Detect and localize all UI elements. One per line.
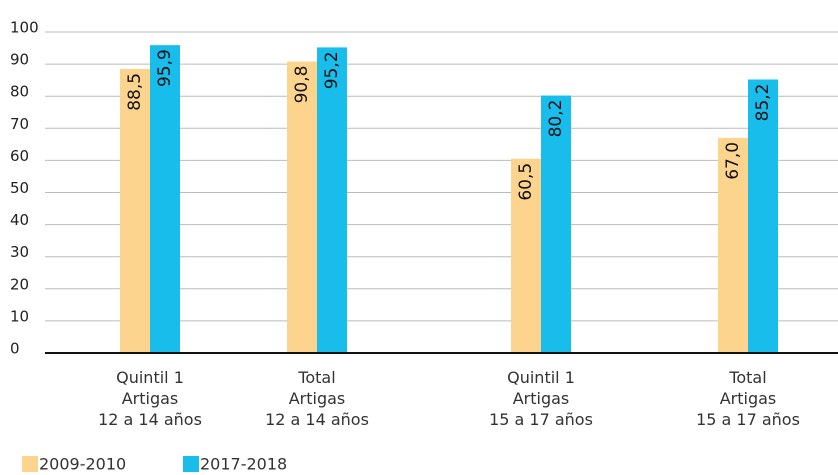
y-tick-label: 70 [10, 115, 29, 133]
value-label: 95,2 [322, 51, 342, 89]
bar [748, 79, 778, 354]
value-label: 85,2 [753, 84, 773, 122]
y-tick-label: 10 [10, 307, 29, 325]
x-tick-line: 12 a 14 años [98, 410, 202, 429]
y-tick-label: 80 [10, 83, 29, 101]
x-tick-line: Quintil 1 [507, 368, 575, 387]
bar [287, 61, 317, 353]
y-tick-label: 30 [10, 243, 29, 261]
value-label: 80,2 [546, 100, 566, 138]
x-tick-line: Total [297, 368, 335, 387]
bar [317, 47, 347, 354]
x-tick-label: Total Artigas 12 a 14 años [265, 368, 369, 429]
bar [150, 45, 180, 353]
x-tick-line: Artigas [513, 389, 570, 408]
x-tick-line: 15 a 17 años [489, 410, 593, 429]
x-tick-label: Quintil 1 Artigas 12 a 14 años [98, 368, 202, 429]
value-label: 67,0 [723, 142, 743, 180]
y-tick-label: 0 [10, 340, 20, 358]
x-tick-label: Quintil 1 Artigas 15 a 17 años [489, 368, 593, 429]
value-label: 88,5 [125, 73, 145, 111]
legend-swatch [183, 456, 199, 472]
bar [511, 158, 541, 353]
legend-label: 2017-2018 [200, 455, 287, 474]
value-label: 60,5 [516, 163, 536, 201]
y-tick-label: 20 [10, 275, 29, 293]
x-tick-line: Artigas [720, 389, 777, 408]
value-label: 95,9 [155, 49, 175, 87]
x-tick-line: Artigas [122, 389, 179, 408]
x-tick-line: 15 a 17 años [696, 410, 800, 429]
y-tick-label: 60 [10, 147, 29, 165]
y-tick-label: 90 [10, 51, 29, 69]
x-tick-label: Total Artigas 15 a 17 años [696, 368, 800, 429]
legend-swatch [22, 456, 38, 472]
bar [120, 68, 150, 353]
bar [718, 137, 748, 353]
y-tick-label: 100 [10, 19, 39, 37]
x-tick-line: Total [728, 368, 766, 387]
y-tick-label: 50 [10, 179, 29, 197]
x-tick-line: 12 a 14 años [265, 410, 369, 429]
bar [541, 95, 571, 354]
x-tick-line: Artigas [289, 389, 346, 408]
x-tick-line: Quintil 1 [116, 368, 184, 387]
y-tick-label: 40 [10, 211, 29, 229]
value-label: 90,8 [292, 66, 312, 104]
legend-label: 2009-2010 [39, 455, 126, 474]
